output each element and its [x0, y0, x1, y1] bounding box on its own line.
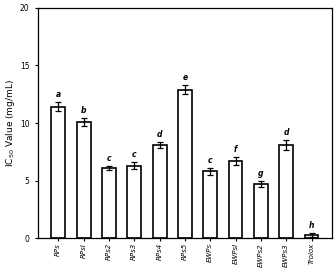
Bar — [102, 168, 116, 238]
Bar — [279, 145, 293, 238]
Text: b: b — [81, 106, 86, 115]
Text: c: c — [107, 154, 111, 163]
Text: e: e — [182, 73, 187, 82]
Bar — [51, 107, 65, 238]
Text: a: a — [56, 90, 61, 99]
Text: d: d — [284, 128, 289, 137]
Bar — [304, 235, 319, 238]
Text: c: c — [208, 156, 212, 165]
Bar — [228, 161, 243, 238]
Bar — [178, 89, 192, 238]
Y-axis label: IC$_{50}$ Value (mg/mL): IC$_{50}$ Value (mg/mL) — [4, 79, 17, 167]
Text: h: h — [309, 221, 314, 230]
Bar — [203, 172, 217, 238]
Bar — [127, 166, 141, 238]
Bar — [77, 122, 90, 238]
Text: f: f — [234, 145, 237, 154]
Text: c: c — [132, 150, 136, 159]
Text: d: d — [157, 130, 162, 139]
Bar — [153, 145, 167, 238]
Text: g: g — [258, 169, 264, 178]
Bar — [254, 184, 268, 238]
